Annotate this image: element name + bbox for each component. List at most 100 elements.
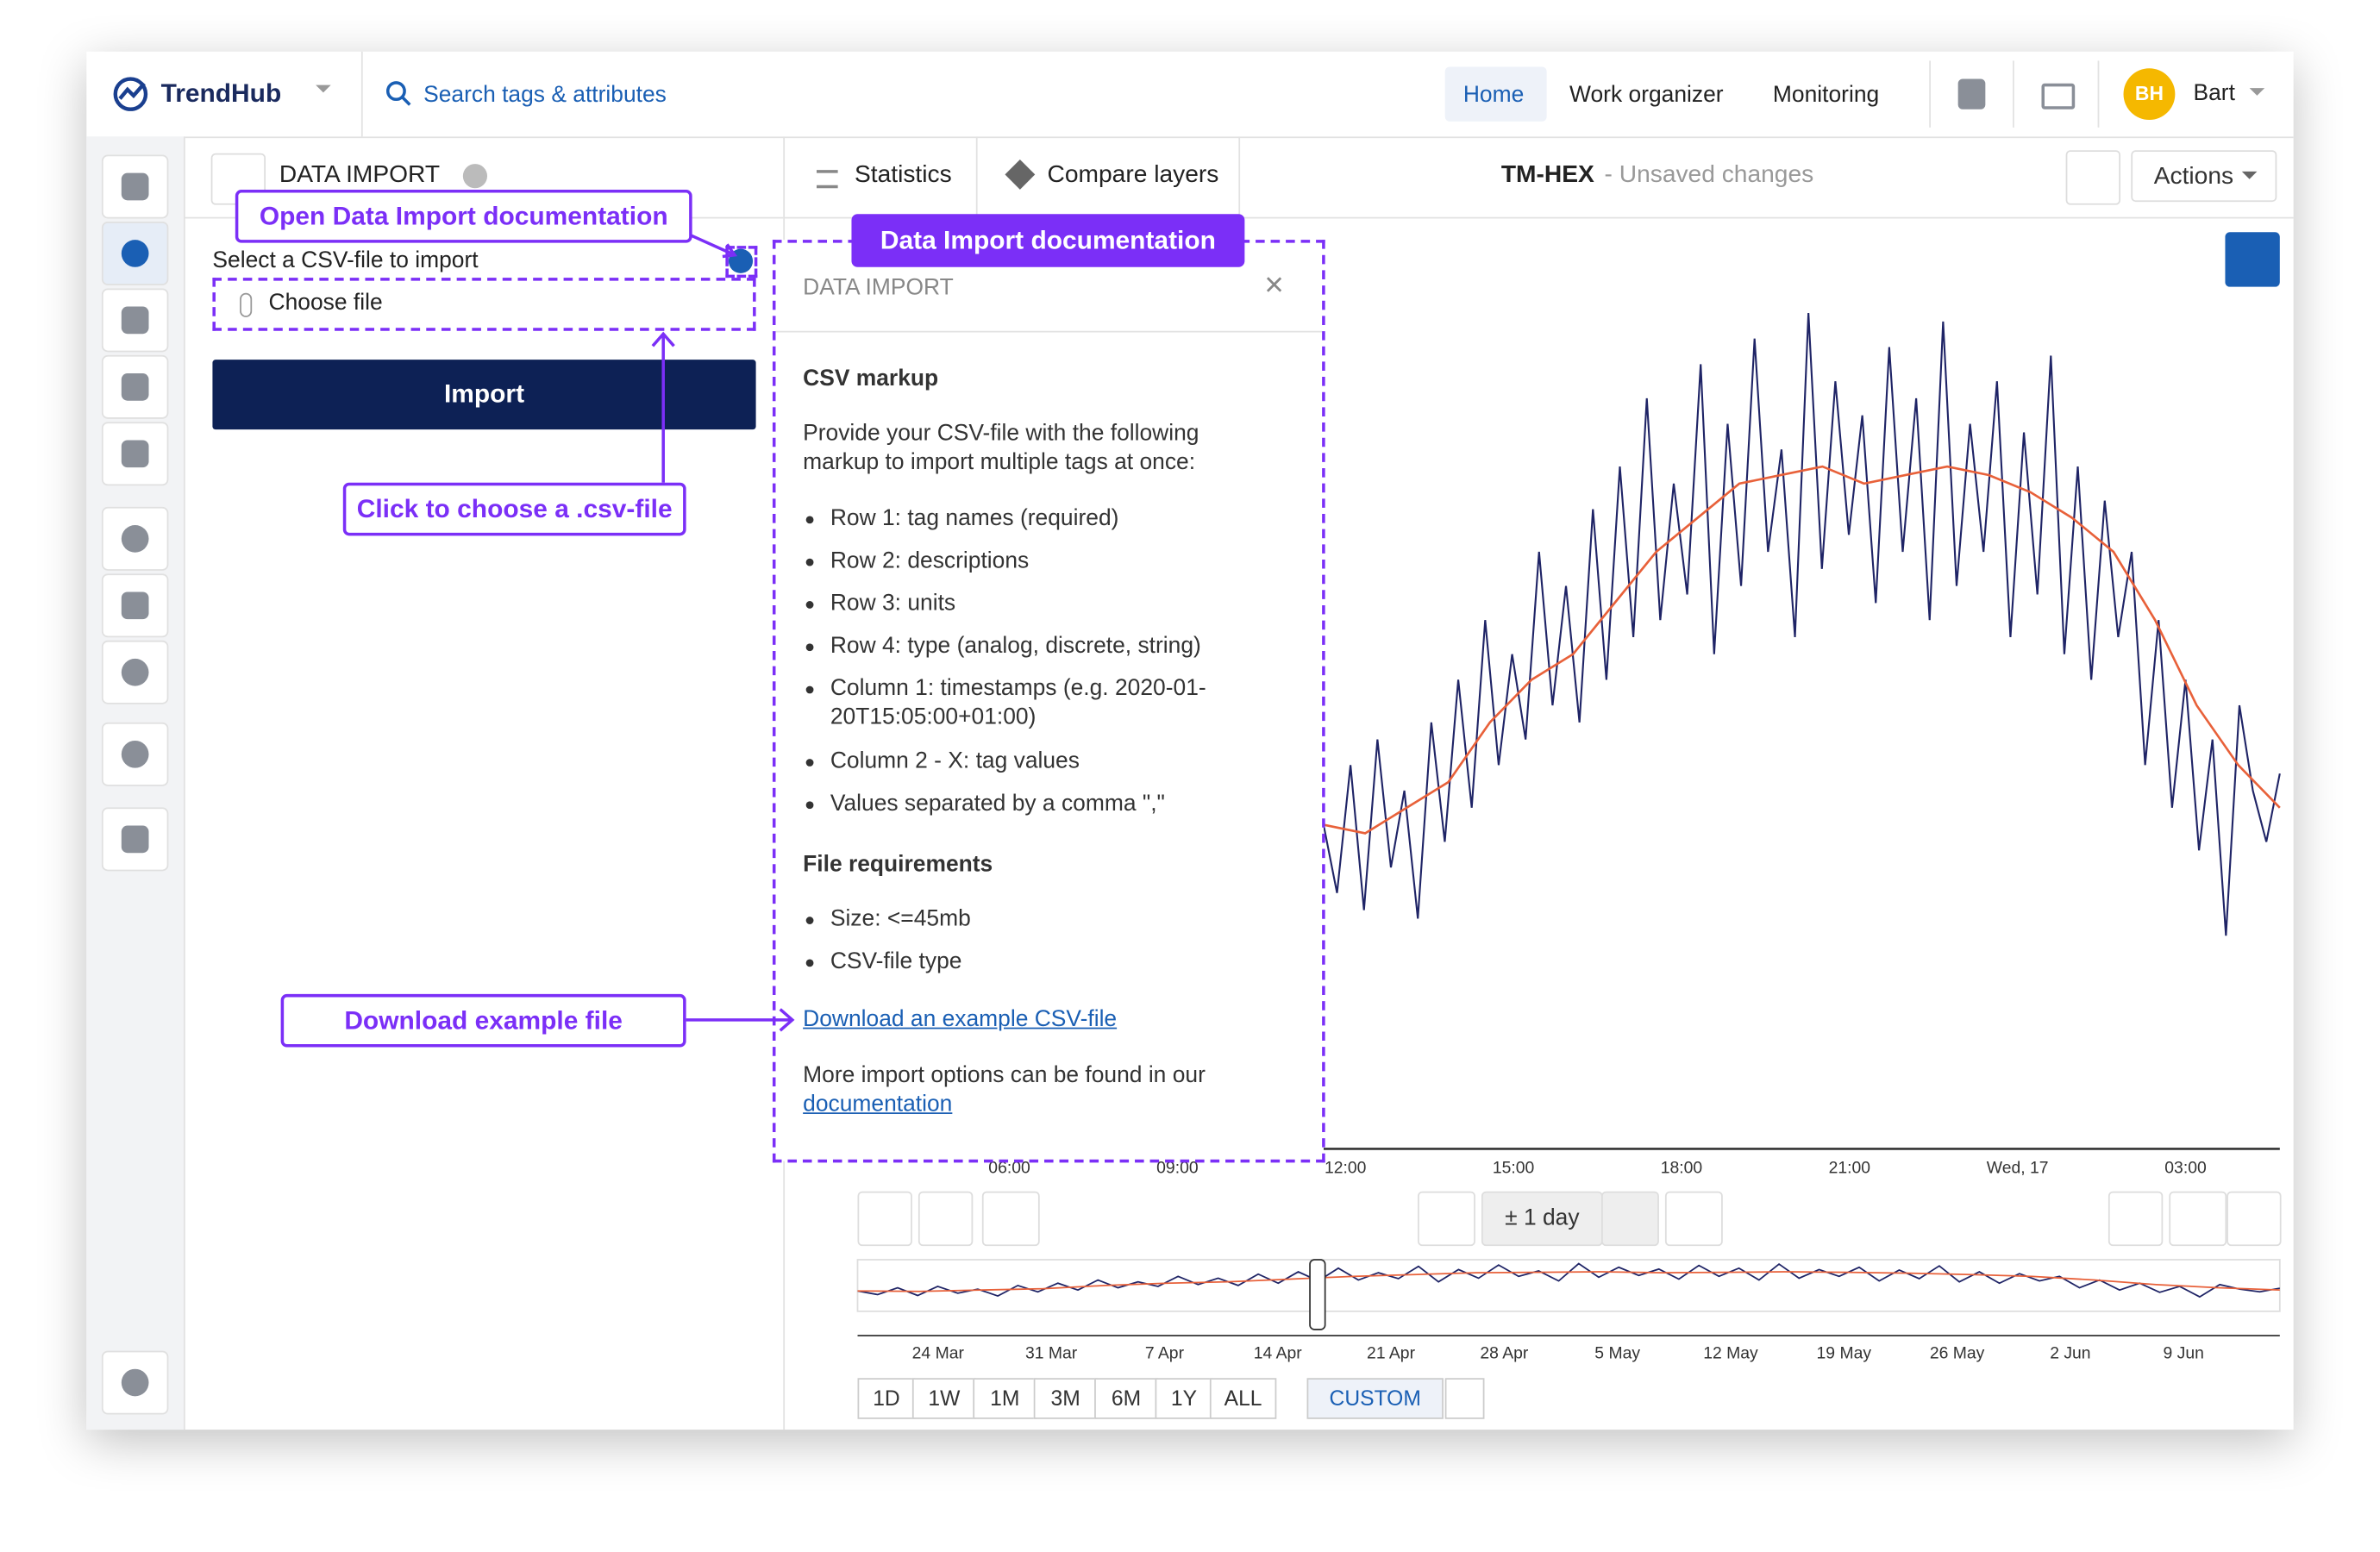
doc-link[interactable]: documentation — [803, 1091, 953, 1117]
avatar[interactable]: BH — [2123, 68, 2176, 121]
mail-icon[interactable] — [2041, 83, 2076, 110]
statistics-icon — [816, 170, 838, 189]
divider — [783, 216, 2294, 219]
import-icon[interactable] — [101, 221, 169, 285]
x-tick-label: 21:00 — [1829, 1159, 1871, 1178]
highlight-box — [725, 246, 758, 278]
logo-caret[interactable] — [316, 84, 331, 101]
x-tick-label: 06:00 — [988, 1159, 1030, 1178]
tab-statistics[interactable]: Statistics — [854, 162, 952, 189]
comment-icon[interactable] — [101, 354, 169, 419]
view-name: TM-HEX — [1500, 162, 1594, 189]
doc-title: DATA IMPORT — [803, 274, 954, 301]
doc-panel — [772, 240, 1324, 1161]
choose-file[interactable]: Choose file — [268, 290, 383, 316]
bulb-icon[interactable] — [101, 722, 169, 786]
highlight-box — [212, 278, 756, 331]
annotation: Download example file — [280, 993, 686, 1048]
navigator-date: 12 May — [1703, 1343, 1758, 1362]
navigator-handle — [1309, 1259, 1326, 1330]
header-divider — [86, 136, 2294, 139]
custom-calendar[interactable] — [1444, 1378, 1485, 1419]
arrow — [690, 234, 736, 257]
user-caret[interactable] — [2249, 88, 2265, 103]
clock-button[interactable] — [2169, 1191, 2227, 1247]
import-button[interactable]: Import — [212, 360, 756, 430]
search-icon[interactable] — [101, 506, 169, 571]
divider — [360, 51, 363, 137]
list-item: Row 2: descriptions — [805, 547, 1263, 575]
panel-help[interactable] — [462, 164, 488, 189]
logo-text: TrendHub — [160, 78, 282, 108]
divider — [2013, 60, 2014, 128]
arrow-head — [651, 331, 675, 347]
lock-button[interactable] — [1601, 1191, 1659, 1247]
list-item: Row 4: type (analog, discrete, string) — [805, 631, 1263, 660]
nav-work-organizer[interactable]: Work organizer — [1569, 82, 1724, 108]
divider — [1929, 60, 1931, 128]
tab-compare-layers[interactable]: Compare layers — [1047, 162, 1219, 189]
live-button[interactable] — [2065, 150, 2120, 205]
search-icon — [385, 81, 411, 106]
navigator-series — [857, 1271, 2280, 1292]
next-button[interactable] — [2227, 1191, 2282, 1247]
layers-icon[interactable] — [101, 288, 169, 353]
help-icon[interactable] — [1957, 78, 1986, 110]
list-item: Column 1: timestamps (e.g. 2020-01-20T15… — [805, 674, 1263, 732]
filter-icon[interactable] — [101, 573, 169, 638]
history-button[interactable] — [1664, 1191, 1723, 1247]
custom-button[interactable]: CUSTOM — [1306, 1378, 1444, 1419]
list-item: Row 1: tag names (required) — [805, 504, 1263, 532]
user-name[interactable]: Bart — [2193, 80, 2235, 107]
range-button[interactable]: ALL — [1209, 1378, 1277, 1419]
settings-icon[interactable] — [101, 1350, 169, 1415]
list-item: Row 3: units — [805, 589, 1263, 617]
doc-close[interactable]: × — [1264, 266, 1284, 304]
doc-paragraph: Provide your CSV-file with the following… — [803, 420, 1199, 475]
prev-button[interactable] — [857, 1191, 912, 1247]
logo-icon — [113, 77, 148, 111]
range-button[interactable]: 3M — [1033, 1378, 1098, 1419]
navigator-date: 24 Mar — [912, 1343, 965, 1362]
chart-settings[interactable] — [2225, 232, 2280, 287]
nav-home[interactable]: Home — [1462, 82, 1525, 108]
navigator-date: 19 May — [1817, 1343, 1872, 1362]
doc-paragraph: More import options can be found in our — [803, 1062, 1206, 1089]
range-button[interactable]: 1M — [973, 1378, 1037, 1419]
search-input[interactable]: Search tags & attributes — [423, 82, 667, 108]
range-button[interactable]: 1W — [911, 1378, 976, 1419]
nav-monitoring[interactable]: Monitoring — [1772, 82, 1880, 108]
x-tick-label: 18:00 — [1661, 1159, 1703, 1178]
x-tick-label: 15:00 — [1493, 1159, 1535, 1178]
x-tick-label: 03:00 — [2164, 1159, 2207, 1178]
clock-button[interactable] — [981, 1191, 1040, 1247]
tag-icon[interactable] — [101, 154, 169, 219]
navigator-date: 28 Apr — [1480, 1343, 1529, 1362]
fingerprint-icon[interactable] — [101, 640, 169, 704]
x-tick-label: 12:00 — [1325, 1159, 1367, 1178]
graph-icon[interactable] — [101, 807, 169, 872]
doc-heading: File requirements — [803, 851, 993, 878]
range-button[interactable]: 1D — [857, 1378, 916, 1419]
navigator-date: 14 Apr — [1254, 1343, 1303, 1362]
range-button[interactable]: 6M — [1094, 1378, 1159, 1419]
dashboard-icon[interactable] — [101, 422, 169, 486]
chart-type-button[interactable] — [1418, 1191, 1475, 1247]
divider — [1238, 136, 1241, 217]
navigator-date: 26 May — [1930, 1343, 1985, 1362]
panel-title: DATA IMPORT — [279, 162, 441, 189]
download-link[interactable]: Download an example CSV-file — [803, 1006, 1118, 1032]
view-status: - Unsaved changes — [1604, 162, 1814, 189]
doc-heading: CSV markup — [803, 366, 939, 392]
calendar-button[interactable] — [2108, 1191, 2164, 1247]
navigator-date: 21 Apr — [1367, 1343, 1416, 1362]
x-tick-label: 09:00 — [1156, 1159, 1199, 1178]
calendar-button[interactable] — [918, 1191, 974, 1247]
arrow-head — [779, 1008, 795, 1032]
list-item: CSV-file type — [805, 947, 1263, 975]
x-tick-label: Wed, 17 — [1987, 1159, 2049, 1178]
